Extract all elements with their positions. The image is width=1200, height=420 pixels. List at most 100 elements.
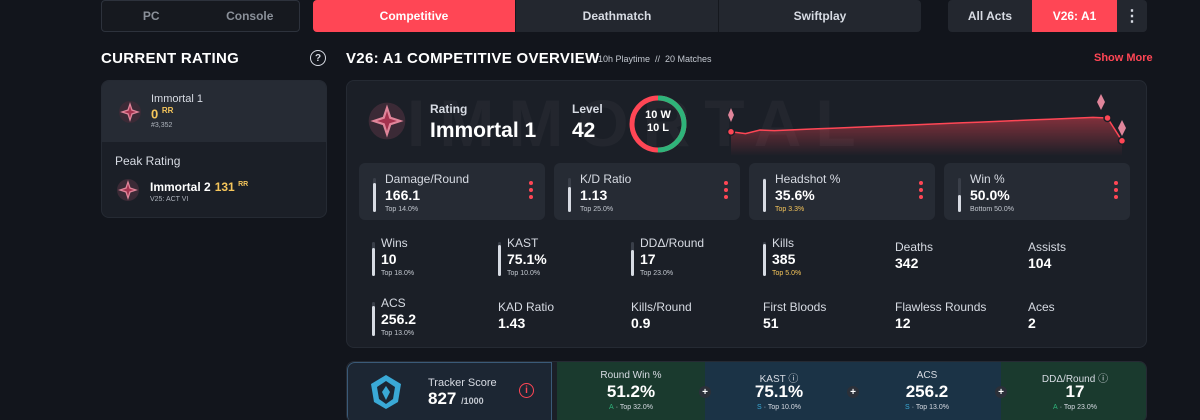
overview-meta: 10h Playtime // 20 Matches [598, 54, 712, 64]
stat-value: 12 [895, 315, 911, 331]
trend-point[interactable] [1103, 113, 1112, 123]
stat-percentile: Bottom 50.0% [970, 206, 1014, 213]
platform-console-tab[interactable]: Console [226, 9, 274, 23]
stat-label: Headshot % [775, 172, 841, 186]
stat-value: 1.13 [580, 187, 608, 203]
stat-percentile: Top 10.0% [507, 270, 541, 277]
percentile-bar [498, 242, 501, 276]
percentile-bar [372, 242, 375, 276]
stat-value: 35.6% [775, 187, 815, 203]
stat-value: 50.0% [970, 187, 1010, 203]
stat-value: 104 [1028, 255, 1052, 271]
peak-act-label: V25: ACT VI [150, 196, 189, 203]
show-more-link[interactable]: Show More [1094, 52, 1153, 64]
stat-label: Wins [381, 236, 408, 250]
stat-item: Kills/Round 0.9 [631, 300, 751, 344]
stat-value: 166.1 [385, 187, 421, 203]
metric-grade: S · Top 10.0% [757, 404, 801, 411]
info-icon[interactable]: ⓘ [1095, 374, 1109, 385]
tracker-metric: DDΔ/Round ⓘ 17 A · Top 23.0% [1001, 362, 1146, 420]
stat-box: Win % 50.0% Bottom 50.0% [944, 163, 1130, 220]
rating-card: Immortal 1 0 RR #3,352 Peak Rating Immor… [101, 80, 327, 218]
leaderboard-position: #3,352 [151, 122, 173, 129]
tracker-info-icon[interactable]: i [519, 383, 534, 398]
stat-value: 0.9 [631, 315, 651, 331]
help-icon[interactable]: ? [310, 50, 326, 66]
stat-item: Wins 10 Top 18.0% [372, 236, 492, 280]
stat-box: Headshot % 35.6% Top 3.3% [749, 163, 935, 220]
stat-label: Damage/Round [385, 172, 470, 186]
stat-percentile: Top 5.0% [772, 270, 802, 277]
stat-value: 75.1% [507, 251, 547, 267]
overview-card: IMMORTAL Rating Immortal 1 Level 42 10 W… [346, 80, 1147, 348]
tracker-score-section: Tracker Score 827 /1000 i [347, 362, 552, 420]
stat-menu-icon[interactable] [529, 181, 533, 202]
stat-item: Flawless Rounds 12 [895, 300, 1015, 344]
metric-label: DDΔ/Round ⓘ [1041, 374, 1109, 385]
wins-text: 10 W [645, 109, 671, 121]
stat-percentile: Top 3.3% [775, 206, 805, 213]
platform-pc-tab[interactable]: PC [142, 9, 160, 23]
stat-item: First Bloods 51 [763, 300, 883, 344]
stat-value: 10 [381, 251, 397, 267]
stat-label: KAST [507, 236, 539, 250]
rank-marker-start [728, 108, 734, 122]
metric-label: Round Win % [600, 370, 662, 381]
tracker-score-value: 827 /1000 [428, 389, 484, 408]
percentile-bar [568, 178, 571, 212]
tracker-score-card: Tracker Score 827 /1000 i Round Win % 51.… [346, 361, 1147, 420]
info-icon[interactable]: ⓘ [785, 374, 799, 385]
trend-point[interactable] [726, 127, 736, 137]
percentile-bar [763, 242, 766, 276]
stat-item: KAD Ratio 1.43 [498, 300, 618, 344]
rating-value: Immortal 1 [430, 119, 537, 142]
platform-toggle: PC Console [101, 0, 300, 32]
trend-point[interactable] [1117, 136, 1127, 146]
stat-menu-icon[interactable] [919, 181, 923, 202]
all-acts-button[interactable]: All Acts [967, 9, 1013, 23]
metric-grade: S · Top 13.0% [905, 404, 949, 411]
tracker-score-label: Tracker Score [428, 377, 497, 389]
more-options-icon[interactable]: ⋮ [1124, 8, 1140, 25]
stat-value: 51 [763, 315, 779, 331]
metric-value: 256.2 [905, 382, 949, 401]
stat-label: Flawless Rounds [895, 300, 987, 314]
percentile-bar [372, 302, 375, 336]
losses-text: 10 L [646, 122, 669, 134]
overview-title: V26: A1 COMPETITIVE OVERVIEW [346, 50, 600, 67]
stat-menu-icon[interactable] [724, 181, 728, 202]
tab-deathmatch[interactable]: Deathmatch [515, 0, 718, 32]
rating-rank-icon [368, 102, 406, 140]
stat-value: 17 [640, 251, 656, 267]
stat-item: ACS 256.2 Top 13.0% [372, 296, 492, 340]
percentile-bar [763, 178, 766, 212]
tab-competitive[interactable]: Competitive [313, 0, 515, 32]
stat-item: KAST 75.1% Top 10.0% [498, 236, 618, 280]
plus-icon: + [699, 386, 711, 398]
metric-grade: A · Top 32.0% [609, 404, 653, 411]
stat-item: Aces 2 [1028, 300, 1146, 344]
metric-label: KAST ⓘ [759, 374, 799, 385]
tab-swiftplay[interactable]: Swiftplay [718, 0, 921, 32]
current-rr: 0 RR [151, 106, 174, 122]
stat-percentile: Top 23.0% [640, 270, 674, 277]
current-act-button[interactable]: V26: A1 [1032, 0, 1117, 32]
metric-grade: A · Top 23.0% [1053, 404, 1097, 411]
stat-label: Deaths [895, 240, 934, 254]
stat-box: Damage/Round 166.1 Top 14.0% [359, 163, 545, 220]
level-value: 42 [572, 119, 596, 142]
rating-label: Rating [430, 102, 468, 116]
metric-label: ACS [916, 370, 938, 381]
peak-rank-icon [117, 179, 139, 201]
stat-value: 256.2 [381, 311, 417, 327]
stat-value: 385 [772, 251, 796, 267]
stat-label: Aces [1028, 300, 1055, 314]
immortal-rank-icon [119, 101, 141, 123]
stat-label: First Bloods [763, 300, 827, 314]
stat-percentile: Top 25.0% [580, 206, 614, 213]
stat-value: 1.43 [498, 315, 526, 331]
stat-label: K/D Ratio [580, 172, 632, 186]
stat-percentile: Top 13.0% [381, 330, 415, 337]
stat-menu-icon[interactable] [1114, 181, 1118, 202]
rank-markers [728, 94, 1126, 136]
